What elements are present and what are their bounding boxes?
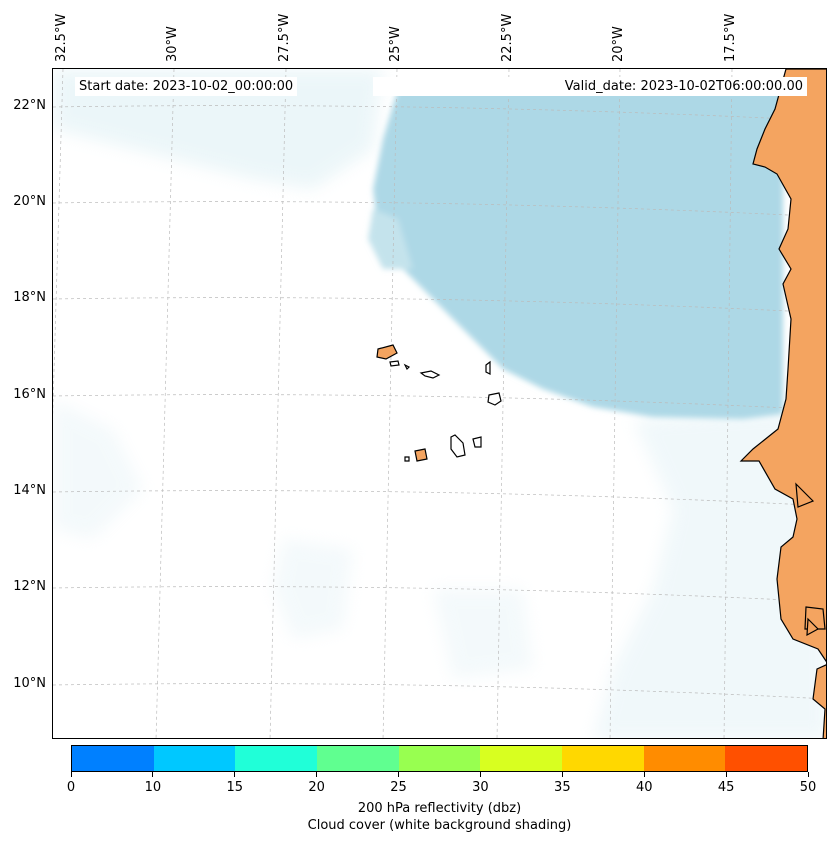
lon-label: 25°W — [388, 26, 403, 62]
colorbar-segment — [643, 746, 726, 771]
parallel-line — [53, 105, 826, 122]
lon-label: 30°W — [165, 26, 180, 62]
parallel-line — [53, 394, 826, 411]
parallel-line — [53, 683, 826, 700]
colorbar-tick-label: 10 — [144, 780, 162, 795]
meridian-line — [269, 69, 287, 738]
lat-label: 20°N — [13, 194, 46, 209]
colorbar-sublabel: Cloud cover (white background shading) — [307, 818, 572, 833]
map-canvas — [53, 69, 826, 738]
lat-label: 10°N — [13, 676, 46, 691]
colorbar-tick-label: 30 — [472, 780, 489, 795]
lon-label: 27.5°W — [277, 13, 292, 62]
colorbar-segment — [153, 746, 236, 771]
lon-label: 32.5°W — [54, 13, 69, 62]
parallel-line — [53, 201, 826, 218]
colorbar-tick-label: 40 — [635, 780, 653, 795]
colorbar-tick-label: 20 — [308, 780, 325, 795]
colorbar-tick — [561, 772, 563, 777]
colorbar-segment — [235, 746, 318, 771]
colorbar-segment — [317, 746, 399, 771]
colorbar-segment — [725, 746, 808, 771]
colorbar-tick — [70, 772, 72, 777]
lat-label: 16°N — [13, 387, 46, 402]
parallel-line — [53, 586, 826, 603]
parallel-line — [53, 490, 826, 507]
colorbar-tick-label: 15 — [226, 780, 244, 795]
colorbar-segment — [398, 746, 481, 771]
colorbar-tick — [316, 772, 318, 777]
meridian-line — [155, 69, 175, 738]
colorbar-tick — [479, 772, 481, 777]
cloud-cover-light — [53, 69, 826, 738]
colorbar-segment — [72, 746, 154, 771]
colorbar-tick — [643, 772, 645, 777]
colorbar-segment — [562, 746, 644, 771]
colorbar-label: 200 hPa reflectivity (dbz) — [357, 801, 522, 816]
land — [376, 69, 826, 738]
meridian-line — [723, 69, 733, 738]
map-panel: Start date: 2023-10-02_00:00:00 Valid_da… — [52, 68, 827, 739]
lon-label: 17.5°W — [723, 13, 738, 62]
colorbar-tick — [152, 772, 154, 777]
cloud-cover-main — [368, 89, 783, 419]
colorbar-tick-label: 45 — [717, 780, 735, 795]
colorbar-tick — [807, 772, 809, 777]
lon-label: 20°W — [611, 26, 626, 62]
meridian-line — [496, 69, 510, 738]
meridian-line — [382, 69, 398, 738]
valid-date-label: Valid_date: 2023-10-02T06:00:00.00 — [373, 77, 807, 96]
lat-label: 12°N — [13, 579, 46, 594]
meridian-line — [609, 69, 621, 738]
colorbar-tick-label: 35 — [554, 780, 571, 795]
colorbar-tick — [234, 772, 236, 777]
parallel-line — [53, 297, 826, 314]
reflectivity-colorbar — [71, 745, 808, 772]
lon-label: 22.5°W — [500, 13, 515, 62]
start-date-label: Start date: 2023-10-02_00:00:00 — [75, 77, 298, 96]
colorbar-tick — [398, 772, 400, 777]
colorbar-tick-label: 25 — [390, 780, 407, 795]
lat-label: 22°N — [13, 98, 46, 113]
colorbar-segment — [480, 746, 563, 771]
lat-label: 14°N — [13, 483, 46, 498]
colorbar-tick — [725, 772, 727, 777]
lat-label: 18°N — [13, 290, 46, 305]
graticule — [53, 69, 826, 738]
colorbar-tick-label: 0 — [66, 780, 76, 795]
colorbar-tick-label: 50 — [799, 780, 817, 795]
